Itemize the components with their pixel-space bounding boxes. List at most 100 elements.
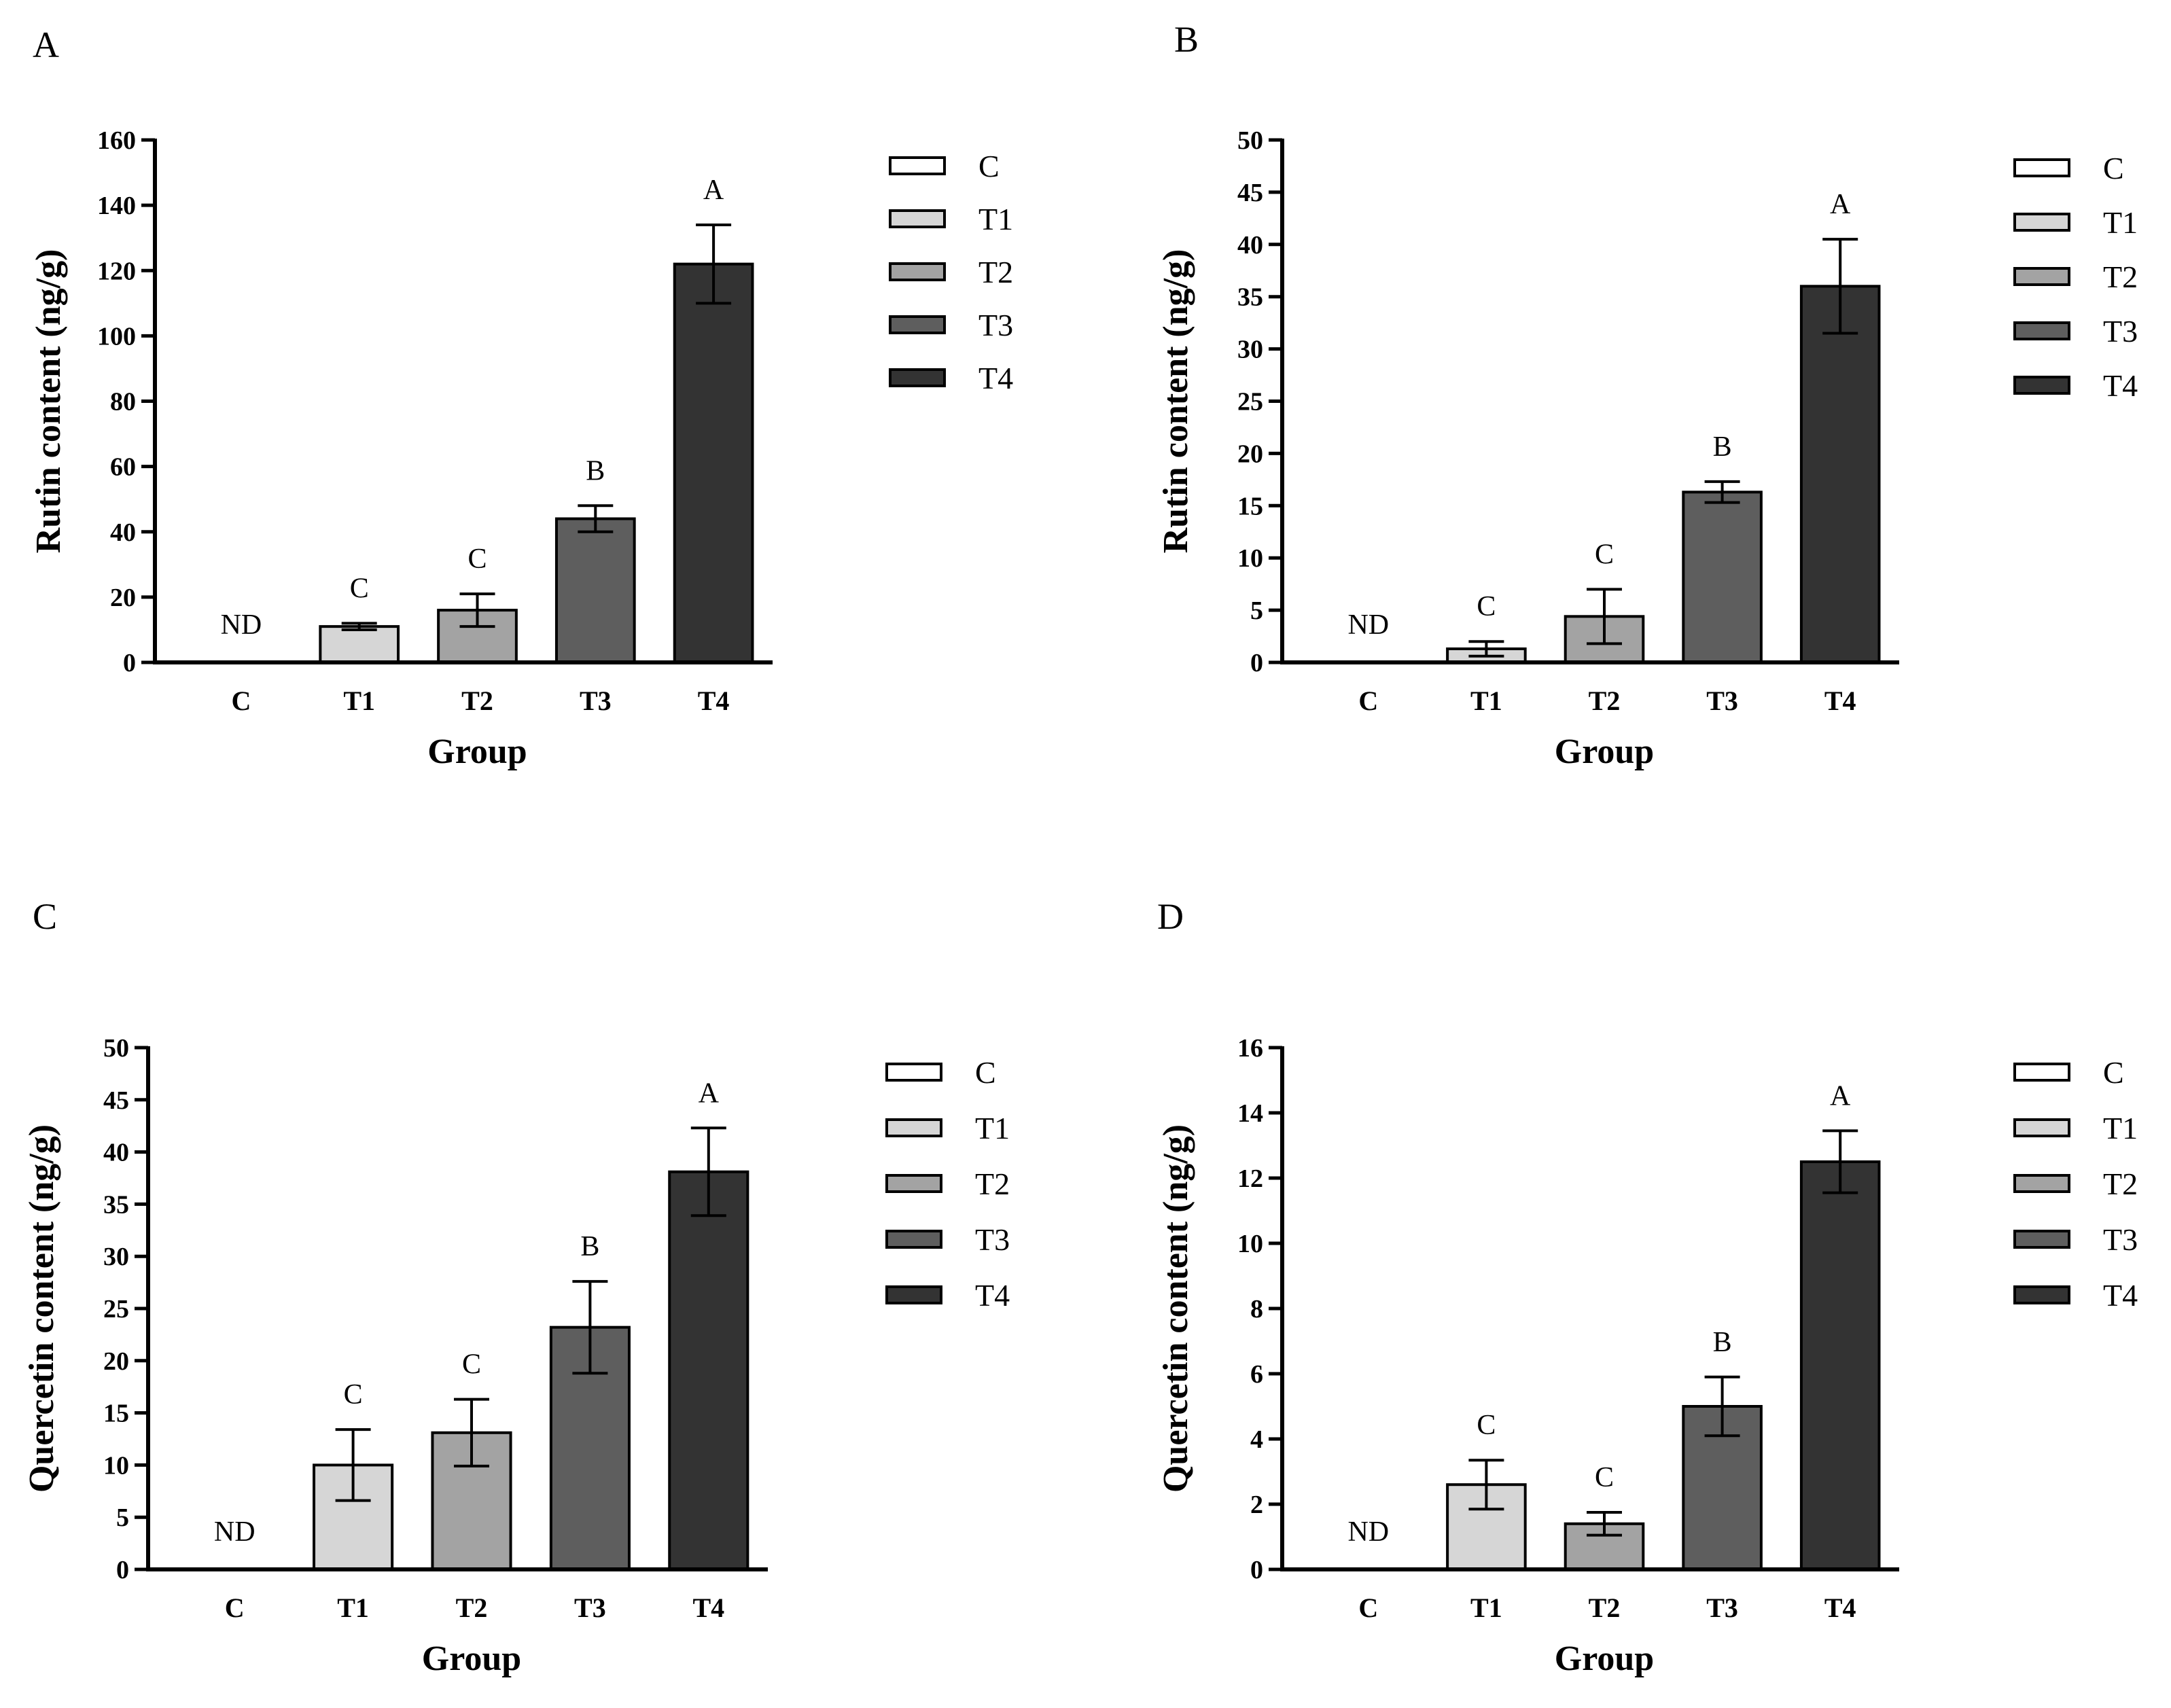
significance-label: C bbox=[1477, 1410, 1496, 1441]
panel-letter: B bbox=[1174, 19, 1199, 60]
x-tick-label: T1 bbox=[1470, 1593, 1502, 1623]
panel-letter: D bbox=[1157, 896, 1184, 937]
legend-swatch-t4 bbox=[889, 368, 946, 387]
y-tick-label: 0 bbox=[1250, 1556, 1263, 1584]
chart-panel-c: C 0 5 10 15 20 25 30 35 40 45 50 ND C C T1 C T2 B T3 A T4 Grou… bbox=[22, 896, 1010, 1678]
x-tick-label: C bbox=[1358, 1593, 1378, 1623]
significance-label: A bbox=[703, 175, 724, 206]
legend-label: T4 bbox=[2103, 1278, 2138, 1313]
legend-label: T2 bbox=[2103, 1167, 2138, 1201]
significance-label: B bbox=[1713, 1327, 1732, 1358]
legend: C T1 T2 T3 T4 bbox=[2013, 1055, 2138, 1313]
panel-letter: A bbox=[33, 24, 59, 65]
chart-panel-a: A 0 20 40 60 80 100 120 140 160 ND C C T1 C T2 B T3 A T4 Gro… bbox=[29, 24, 1013, 771]
x-tick-label: T2 bbox=[1589, 1593, 1621, 1623]
y-tick-label: 140 bbox=[97, 192, 136, 220]
y-tick-label: 6 bbox=[1250, 1360, 1263, 1389]
y-tick-label: 0 bbox=[116, 1556, 129, 1584]
y-tick-label: 45 bbox=[1237, 179, 1263, 207]
significance-label: C bbox=[344, 1379, 363, 1410]
y-axis-title: Rutin content (ng/g) bbox=[29, 249, 68, 554]
y-tick-label: 8 bbox=[1250, 1295, 1263, 1323]
y-tick-label: 160 bbox=[97, 126, 136, 155]
legend-label: C bbox=[978, 149, 1000, 183]
legend-swatch-t2 bbox=[885, 1174, 942, 1193]
y-tick-label: 14 bbox=[1237, 1099, 1263, 1128]
y-tick-label: 4 bbox=[1250, 1425, 1263, 1454]
x-tick-label: T4 bbox=[692, 1593, 724, 1623]
y-tick-label: 10 bbox=[1237, 544, 1263, 573]
bar-t4 bbox=[1799, 285, 1881, 664]
y-tick-label: 12 bbox=[1237, 1164, 1263, 1193]
legend-swatch-t4 bbox=[2013, 1285, 2070, 1304]
y-tick-label: 0 bbox=[123, 649, 136, 677]
x-axis-title: Group bbox=[422, 1639, 521, 1678]
x-tick-label: T3 bbox=[574, 1593, 606, 1623]
x-tick-label: T1 bbox=[1470, 686, 1502, 716]
significance-label: C bbox=[1595, 539, 1614, 570]
x-tick-label: T3 bbox=[1706, 686, 1738, 716]
bar-t4 bbox=[1799, 1160, 1881, 1571]
legend-swatch-t1 bbox=[2013, 1118, 2070, 1137]
significance-label: ND bbox=[214, 1516, 255, 1548]
y-tick-label: 45 bbox=[103, 1086, 129, 1115]
legend-label: T3 bbox=[978, 308, 1013, 342]
legend-swatch-t2 bbox=[2013, 1174, 2070, 1193]
legend: C T1 T2 T3 T4 bbox=[2013, 151, 2138, 403]
y-tick-label: 0 bbox=[1250, 649, 1263, 677]
significance-label: B bbox=[580, 1231, 599, 1262]
chart-panel-b: B 0 5 10 15 20 25 30 35 40 45 50 ND C C T1 C T2 B T3 A T4 Grou… bbox=[1157, 19, 2138, 771]
x-tick-label: T4 bbox=[1824, 686, 1856, 716]
significance-label: A bbox=[1830, 1080, 1851, 1111]
legend-label: T1 bbox=[975, 1111, 1010, 1145]
legend-label: T2 bbox=[975, 1167, 1010, 1201]
x-tick-label: T2 bbox=[461, 686, 493, 716]
significance-label: ND bbox=[1347, 609, 1389, 641]
legend-swatch-t1 bbox=[889, 209, 946, 228]
x-tick-label: T1 bbox=[337, 1593, 369, 1623]
x-tick-label: C bbox=[1358, 686, 1378, 716]
y-tick-label: 100 bbox=[97, 322, 136, 351]
significance-label: A bbox=[1830, 189, 1851, 220]
bar-t3 bbox=[1682, 491, 1763, 664]
y-tick-label: 30 bbox=[1237, 336, 1263, 364]
significance-label: C bbox=[350, 573, 369, 604]
legend-label: T3 bbox=[975, 1222, 1010, 1257]
legend-swatch-t2 bbox=[2013, 267, 2070, 286]
legend-swatch-t4 bbox=[2013, 376, 2070, 395]
y-tick-label: 120 bbox=[97, 257, 136, 285]
x-tick-label: T1 bbox=[343, 686, 375, 716]
legend-label: C bbox=[975, 1055, 996, 1090]
legend-swatch-t1 bbox=[2013, 213, 2070, 232]
significance-label: C bbox=[1595, 1462, 1614, 1493]
bar-t4 bbox=[673, 262, 754, 664]
y-tick-label: 25 bbox=[103, 1295, 129, 1323]
y-tick-label: 80 bbox=[110, 388, 136, 416]
x-tick-label: T4 bbox=[698, 686, 730, 716]
x-tick-label: T2 bbox=[456, 1593, 488, 1623]
y-tick-label: 30 bbox=[103, 1243, 129, 1271]
panel-letter: C bbox=[33, 896, 57, 937]
significance-label: B bbox=[586, 455, 605, 486]
y-tick-label: 50 bbox=[1237, 126, 1263, 155]
legend-swatch-t3 bbox=[2013, 1230, 2070, 1249]
legend-swatch-c bbox=[885, 1063, 942, 1082]
legend-swatch-c bbox=[2013, 158, 2070, 177]
legend-label: T1 bbox=[2103, 1111, 2138, 1145]
legend-swatch-c bbox=[2013, 1063, 2070, 1082]
legend-label: T2 bbox=[2103, 260, 2138, 294]
significance-label: C bbox=[462, 1349, 481, 1381]
bar-t3 bbox=[554, 517, 636, 664]
y-tick-label: 10 bbox=[103, 1451, 129, 1480]
y-tick-label: 16 bbox=[1237, 1034, 1263, 1063]
legend-label: T4 bbox=[975, 1278, 1010, 1313]
y-tick-label: 15 bbox=[1237, 492, 1263, 520]
y-tick-label: 40 bbox=[110, 518, 136, 547]
legend-swatch-t3 bbox=[2013, 321, 2070, 340]
legend-swatch-t1 bbox=[885, 1118, 942, 1137]
legend-label: T3 bbox=[2103, 1222, 2138, 1257]
significance-label: B bbox=[1713, 431, 1732, 463]
legend-label: T2 bbox=[978, 255, 1013, 289]
y-tick-label: 20 bbox=[1237, 440, 1263, 468]
